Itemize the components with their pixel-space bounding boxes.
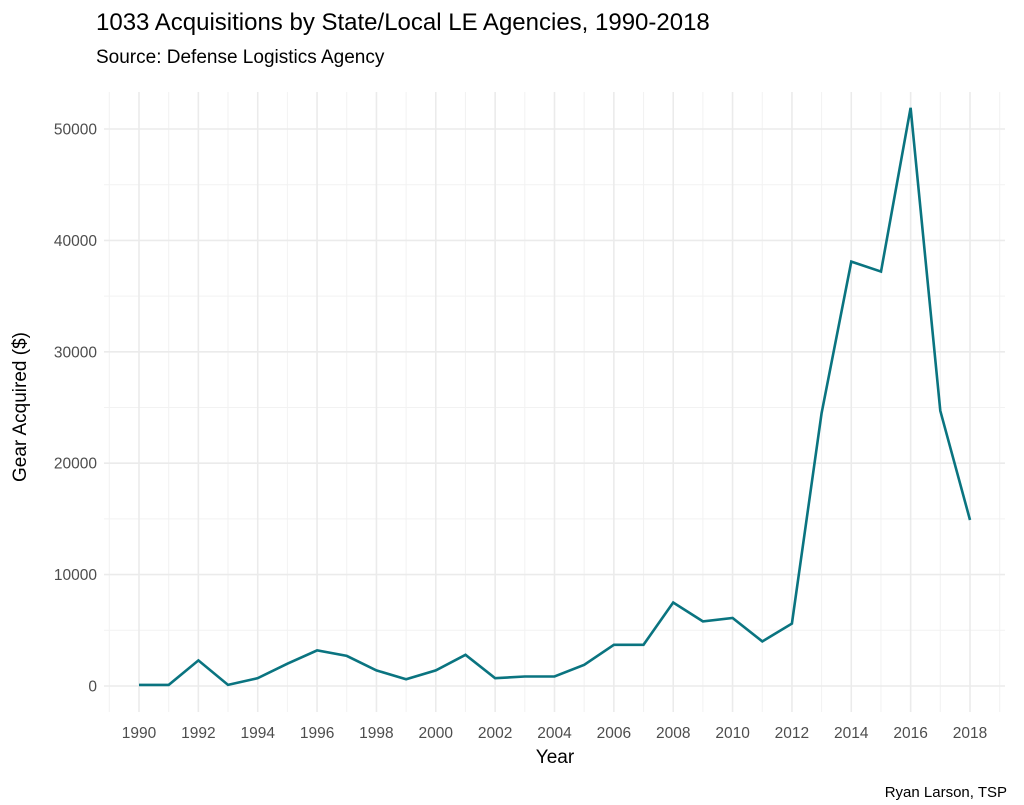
x-tick-label: 2014	[834, 725, 869, 742]
x-tick-label: 2012	[775, 725, 809, 742]
y-tick-label: 50000	[54, 122, 97, 139]
x-tick-label: 2018	[953, 725, 987, 742]
x-tick-label: 1992	[181, 725, 215, 742]
series-layer	[139, 107, 972, 687]
x-tick-label: 1998	[359, 725, 393, 742]
x-tick-label: 2002	[478, 725, 512, 742]
gridlines	[104, 92, 1005, 712]
y-tick-label: 40000	[54, 233, 97, 250]
chart-title: 1033 Acquisitions by State/Local LE Agen…	[96, 9, 710, 36]
x-tick-label: 2000	[419, 725, 454, 742]
y-tick-label: 20000	[54, 456, 97, 473]
series-line	[139, 107, 972, 687]
x-tick-label: 1996	[300, 725, 334, 742]
y-tick-label: 0	[88, 679, 97, 696]
x-tick-label: 2016	[893, 725, 927, 742]
x-tick-label: 2006	[597, 725, 631, 742]
y-tick-label: 10000	[54, 567, 97, 584]
x-tick-label: 2010	[715, 725, 750, 742]
x-axis-title: Year	[536, 747, 575, 768]
x-tick-label: 2004	[537, 725, 572, 742]
y-axis-ticks: 0 10000 20000 30000 40000 50000	[54, 122, 97, 696]
y-tick-label: 30000	[54, 344, 97, 361]
chart-subtitle: Source: Defense Logistics Agency	[96, 47, 385, 68]
x-tick-label: 1994	[240, 725, 275, 742]
x-axis-ticks: 1990 1992 1994 1996 1998 2000 2002 2004 2006 2008…	[122, 725, 987, 742]
y-axis-title: Gear Acquired ($)	[10, 332, 31, 482]
chart-caption: Ryan Larson, TSP	[885, 784, 1007, 801]
x-tick-label: 1990	[122, 725, 157, 742]
x-tick-label: 2008	[656, 725, 690, 742]
